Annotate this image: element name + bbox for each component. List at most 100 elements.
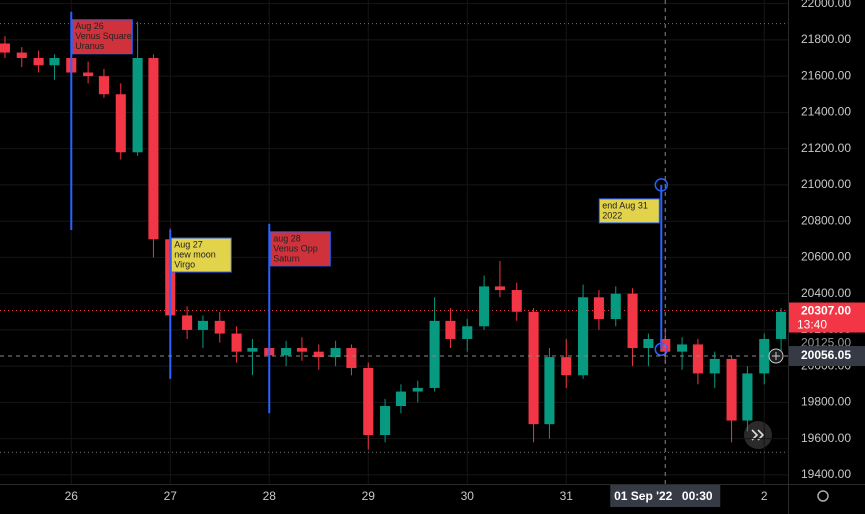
candle-body <box>83 72 94 77</box>
y-tick-label: 20400.00 <box>801 286 851 300</box>
candle-body <box>561 357 572 376</box>
candle-body <box>49 58 60 66</box>
candle-body <box>214 320 225 334</box>
candle-body <box>742 373 753 421</box>
candle-body <box>148 58 159 240</box>
candle-body <box>182 315 193 330</box>
candle-body <box>330 348 341 358</box>
candle-body <box>380 406 391 436</box>
candle-body <box>98 76 109 95</box>
candle-body <box>115 94 126 153</box>
annotation-text: Virgo <box>174 259 195 269</box>
annotation-text: Venus Opp <box>273 243 318 253</box>
annotation-box <box>71 19 133 55</box>
candle-body <box>643 338 654 349</box>
y-tick-label: 21200.00 <box>801 141 851 155</box>
y-tick-label: 21000.00 <box>801 177 851 191</box>
candle-body <box>578 297 589 376</box>
annotation-box <box>269 231 331 267</box>
candle-body <box>726 358 737 421</box>
add-icon <box>772 352 780 361</box>
y-tick-label: 19400.00 <box>801 467 851 481</box>
candle-body <box>296 348 307 352</box>
annotation-text: Saturn <box>273 253 300 263</box>
candle-body <box>479 286 490 327</box>
candle-body <box>776 311 787 339</box>
candle-body <box>132 58 143 153</box>
annotation-text: 2022 <box>602 210 622 220</box>
y-tick-label: 21400.00 <box>801 105 851 119</box>
crosshair-time: 00:30 <box>682 489 713 503</box>
y-tick-label: 21800.00 <box>801 32 851 46</box>
last-price-label: 20307.00 <box>801 304 851 318</box>
candle-body <box>445 320 456 339</box>
annotation-text: Aug 26 <box>75 21 104 31</box>
candle-body <box>395 391 406 407</box>
x-tick-label: 27 <box>164 489 178 503</box>
crosshair-price-label: 20056.05 <box>801 348 851 362</box>
candle-body <box>231 333 242 352</box>
candle-body <box>281 348 292 356</box>
annotation-text: Aug 27 <box>174 239 203 249</box>
annotation-box <box>170 237 232 273</box>
annotation-box <box>598 198 660 224</box>
scroll-button[interactable] <box>744 421 772 449</box>
x-tick-label: 29 <box>362 489 376 503</box>
crosshair-price-box <box>789 346 865 367</box>
candle-body <box>429 320 440 388</box>
candle-body <box>363 367 374 436</box>
y-tick-label: 20800.00 <box>801 213 851 227</box>
candle-body <box>593 297 604 320</box>
candle-body <box>346 348 357 368</box>
candle-body <box>462 326 473 339</box>
candle-body <box>33 58 44 66</box>
y-tick-label: 21600.00 <box>801 68 851 82</box>
candle-body <box>759 338 770 374</box>
candle-body <box>494 286 505 291</box>
candle-body <box>0 43 10 53</box>
candle-body <box>412 387 423 392</box>
candle-body <box>16 52 27 59</box>
x-tick-label: 2 <box>761 489 768 503</box>
candle-body <box>692 344 703 374</box>
x-tick-label: 31 <box>560 489 574 503</box>
y-tick-label: 19800.00 <box>801 395 851 409</box>
candle-body <box>610 293 621 320</box>
last-price-time: 13:40 <box>797 318 827 332</box>
annotation-text: end Aug 31 <box>602 200 648 210</box>
annotation-text: Venus Square <box>75 31 132 41</box>
annotation-handle <box>654 342 669 357</box>
last-price-box <box>789 302 865 333</box>
candle-body <box>627 293 638 349</box>
y-tick-label: 19600.00 <box>801 431 851 445</box>
annotation-text: Uranus <box>75 41 105 51</box>
candle-body <box>247 348 258 352</box>
add-button[interactable] <box>768 348 784 364</box>
candle-body <box>677 344 688 352</box>
y-tick-label: 20600.00 <box>801 250 851 264</box>
candle-body <box>197 320 208 330</box>
candle-body <box>544 357 555 425</box>
candle-body <box>528 311 539 425</box>
gear-icon <box>817 490 829 502</box>
candle-body <box>511 290 522 312</box>
candle-body <box>709 358 720 374</box>
annotation-text: new moon <box>174 249 216 259</box>
x-tick-label: 30 <box>461 489 475 503</box>
y-tick-label: 22000.00 <box>801 0 851 10</box>
grid <box>0 0 788 484</box>
annotation-handle <box>654 178 669 192</box>
annotation-text: aug 28 <box>273 233 301 243</box>
x-tick-label: 26 <box>65 489 79 503</box>
x-tick-label: 28 <box>263 489 277 503</box>
crosshair-date: 01 Sep '22 <box>614 489 673 503</box>
candle-body <box>313 351 324 358</box>
crosshair-date-box <box>610 485 721 507</box>
settings-button[interactable] <box>817 490 829 502</box>
